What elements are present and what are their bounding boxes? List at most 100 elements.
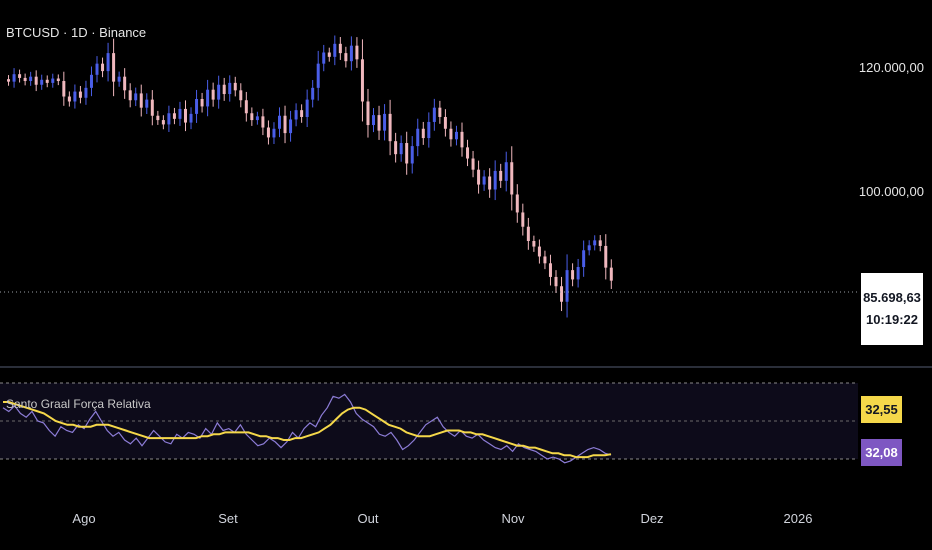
candle-body [477,169,481,185]
candle-body [438,107,442,117]
candle-body [548,263,552,277]
time-label-2026: 2026 [783,511,813,526]
candle-body [189,113,193,123]
candlestick-series [7,35,613,318]
candle-body [526,226,530,241]
candle-body [587,245,591,251]
candle-body [593,240,597,246]
candle-body [123,76,127,91]
candle-body [40,79,44,85]
candle-body [460,131,464,148]
candle-body [106,53,110,72]
candle-body [554,276,558,287]
candle-body [161,120,165,125]
candle-body [377,115,381,131]
candle-body [294,110,298,120]
candle-body [183,108,187,123]
candle-body [34,76,38,85]
candle-body [78,91,82,98]
price-label-100000: 100.000,00 [858,184,924,199]
candle-body [134,93,138,101]
candle-body [195,99,199,114]
indicator-signal-line [3,401,612,459]
last-price-box: 85.698,63 10:19:22 [861,273,923,345]
candle-body [576,267,580,280]
candle-body [167,113,171,125]
candle-body [399,143,403,155]
candle-body [499,170,503,181]
candle-body [537,246,541,257]
candle-body [62,81,66,97]
time-label-dez: Dez [640,511,664,526]
candle-body [543,256,547,264]
candle-body [178,108,182,119]
candle-body [416,128,420,147]
candle-body [128,90,132,101]
candle-body [604,245,608,268]
candle-body [488,176,492,190]
candle-body [84,87,88,98]
candle-body [278,115,281,129]
candle-body [233,82,237,91]
candle-body [421,128,425,139]
candle-body [565,270,569,302]
candle-body [410,146,414,164]
indicator-signal-value: 32,55 [861,396,902,423]
candle-body [150,99,154,116]
candle-body [443,116,447,129]
candle-body [89,74,93,88]
candle-body [360,59,364,102]
candle-body [139,93,143,108]
candle-body [117,76,121,82]
candle-body [244,100,248,114]
candle-body [300,110,304,117]
time-label-ago: Ago [72,511,96,526]
candle-body [454,131,458,140]
candle-body [45,79,49,83]
candle-body [466,147,470,159]
candle-body [515,194,519,213]
candle-body [427,121,431,139]
candle-body [18,74,22,78]
candle-body [289,119,293,134]
candle-body [366,101,370,126]
candle-body [372,115,376,126]
candle-body [23,77,27,82]
candle-body [95,63,99,75]
candle-body [206,89,210,107]
candle-body [266,127,270,138]
candle-body [560,286,564,302]
candle-body [521,212,525,227]
time-label-out: Out [357,511,379,526]
indicator-name[interactable]: Santo Graal Força Relativa [6,397,151,411]
candle-body [432,107,436,122]
time-label-set: Set [218,511,238,526]
candle-body [101,63,105,72]
candle-body [255,116,259,121]
candle-body [200,99,204,107]
candle-body [67,96,71,102]
candle-body [261,116,265,128]
candle-body [327,52,331,57]
chart-title[interactable]: BTCUSD · 1D · Binance [6,25,147,40]
candle-body [217,84,221,100]
candle-body [338,43,342,54]
candle-body [349,45,353,62]
candle-body [7,79,11,82]
candle-body [405,143,409,164]
candle-body [112,53,116,82]
candle-body [73,91,77,102]
candle-body [571,270,575,280]
candle-body [598,240,602,246]
candle-body [344,53,348,62]
candle-body [322,52,326,64]
candle-body [145,99,149,108]
candle-body [532,240,536,247]
candle-body [493,170,497,190]
candle-body [394,141,398,155]
candle-body [239,90,243,101]
candle-body [156,115,160,121]
candle-body [211,89,215,100]
candle-body [316,63,320,88]
